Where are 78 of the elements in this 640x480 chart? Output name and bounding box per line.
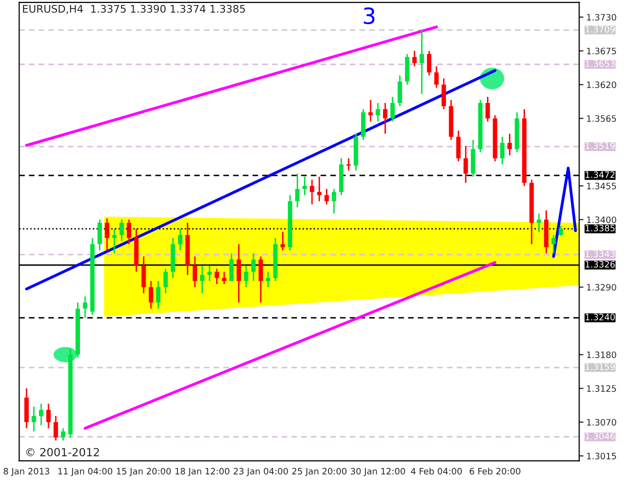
y-tick-label: 1.3070 <box>587 418 616 426</box>
candlestick <box>148 280 154 310</box>
candlestick <box>426 50 432 76</box>
candlestick <box>317 176 322 202</box>
candlestick <box>442 78 446 110</box>
candlestick <box>558 225 564 236</box>
candlestick <box>390 96 395 122</box>
y-tick-label: 1.3290 <box>587 284 616 291</box>
candlestick <box>302 176 307 196</box>
candlestick <box>324 188 329 205</box>
candlestick <box>398 74 402 107</box>
candlestick <box>536 212 542 233</box>
candlestick <box>266 271 270 288</box>
annotation: © 2001-2012 <box>26 448 99 456</box>
candlestick <box>98 218 102 252</box>
candlestick <box>178 228 182 252</box>
chart-title: EURUSD,H4 1.3375 1.3390 1.3374 1.3385 <box>23 4 245 14</box>
x-tick-label: 25 Jan 20:00 <box>292 468 346 476</box>
candlestick <box>229 252 234 282</box>
x-tick-label: 6 Feb 20:00 <box>470 468 520 475</box>
candlestick <box>376 102 380 122</box>
x-tick-label: 4 Feb 04:00 <box>410 468 462 475</box>
candlestick <box>420 29 424 95</box>
ref-line-label: 1.3519 <box>586 142 615 150</box>
candlestick <box>141 256 146 294</box>
candlestick <box>464 145 468 184</box>
candlestick <box>156 280 160 310</box>
candlestick <box>126 218 132 245</box>
candlestick <box>38 403 44 426</box>
y-tick-label: 1.3180 <box>587 351 616 358</box>
candlestick <box>258 256 263 304</box>
candlestick <box>119 218 124 242</box>
x-tick-label: 30 Jan 12:00 <box>350 468 406 476</box>
candlestick <box>251 252 256 282</box>
candlestick <box>60 428 66 442</box>
candlestick <box>163 268 168 294</box>
ref-line-label: 1.3326 <box>586 260 615 268</box>
ref-line-label: 1.3343 <box>586 250 615 258</box>
candlestick <box>383 102 388 134</box>
y-tick-label: 1.3400 <box>587 216 616 224</box>
candlestick <box>82 296 88 319</box>
ref-line-label: 1.3240 <box>586 314 615 320</box>
candlestick <box>214 268 220 285</box>
candlestick <box>222 271 226 285</box>
y-tick-label: 1.3455 <box>587 182 616 190</box>
y-tick-label: 1.3015 <box>587 452 616 460</box>
candlestick <box>551 234 556 254</box>
candlestick <box>486 96 490 122</box>
candlestick <box>507 133 512 156</box>
y-tick-label: 1.3565 <box>587 115 616 122</box>
candlestick <box>54 415 58 442</box>
ref-line-label: 1.3046 <box>586 432 615 440</box>
candlestick <box>104 218 110 252</box>
candlestick <box>244 264 248 288</box>
ref-line-label: 1.3472 <box>586 171 614 178</box>
x-tick-label: 15 Jan 20:00 <box>116 468 171 476</box>
x-tick-label: 23 Jan 04:00 <box>234 468 288 476</box>
candlestick <box>280 231 285 252</box>
x-tick-label: 11 Jan 04:00 <box>58 468 112 476</box>
x-tick-label: 8 Jan 2013 <box>4 468 50 476</box>
y-tick-label: 1.3125 <box>587 385 616 392</box>
candlestick <box>500 136 505 166</box>
annotation: 3 <box>364 7 374 24</box>
y-tick-label: 1.3675 <box>587 48 616 54</box>
candlestick <box>200 264 204 294</box>
line-series <box>552 166 577 258</box>
candlestick <box>295 172 300 208</box>
ref-line-label: 1.3385 <box>586 224 615 232</box>
candlestick <box>192 256 198 288</box>
candlestick <box>236 243 242 304</box>
y-tick-label: 1.3620 <box>587 81 616 88</box>
y-tick-label: 1.3730 <box>587 14 616 21</box>
candlestick <box>112 228 117 254</box>
x-tick-label: 18 Jan 12:00 <box>175 468 230 476</box>
candlestick <box>368 99 373 122</box>
ref-line-label: 1.3653 <box>586 60 615 67</box>
candlestick <box>32 406 36 432</box>
candlestick <box>456 130 461 162</box>
